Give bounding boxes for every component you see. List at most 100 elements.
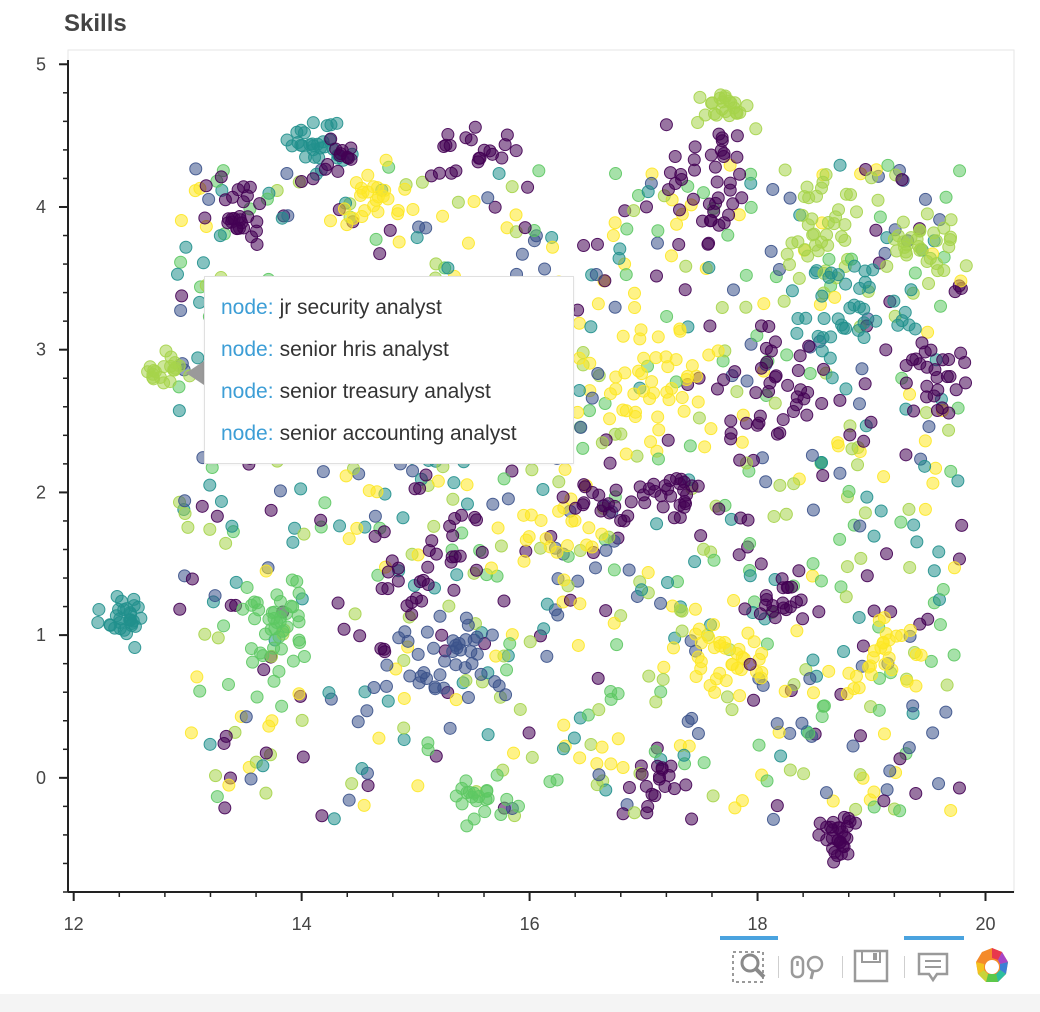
scatter-point bbox=[770, 799, 784, 813]
scatter-point bbox=[453, 549, 467, 563]
scatter-point bbox=[381, 582, 395, 596]
scatter-point bbox=[774, 749, 788, 763]
scatter-point bbox=[324, 132, 338, 146]
scatter-point bbox=[361, 185, 375, 199]
bokeh-logo-icon[interactable] bbox=[972, 946, 1012, 986]
scatter-point bbox=[730, 385, 744, 399]
scatter-point bbox=[331, 596, 345, 610]
save-icon[interactable] bbox=[852, 946, 892, 986]
scatter-point bbox=[954, 274, 968, 288]
scatter-point bbox=[918, 459, 932, 473]
scatter-point bbox=[639, 200, 653, 214]
scatter-point bbox=[214, 494, 228, 508]
scatter-point bbox=[441, 128, 455, 142]
scatter-point bbox=[431, 474, 445, 488]
hover-icon[interactable] bbox=[914, 946, 954, 986]
scatter-point bbox=[322, 686, 336, 700]
scatter-point bbox=[959, 376, 973, 390]
scatter-point bbox=[822, 664, 836, 678]
scatter-point bbox=[894, 515, 908, 529]
scatter-point bbox=[902, 502, 916, 516]
toolbar-separator bbox=[842, 956, 843, 978]
scatter-point bbox=[907, 518, 921, 532]
tooltip-key: node: bbox=[221, 422, 274, 445]
scatter-point bbox=[949, 383, 963, 397]
scatter-point bbox=[915, 336, 929, 350]
scatter-point bbox=[428, 682, 442, 696]
box-zoom-icon[interactable] bbox=[730, 946, 770, 986]
scatter-point bbox=[728, 365, 742, 379]
scatter-point bbox=[936, 583, 950, 597]
scatter-point bbox=[273, 615, 287, 629]
scatter-point bbox=[203, 522, 217, 536]
scatter-point bbox=[934, 299, 948, 313]
scatter-point bbox=[723, 176, 737, 190]
x-tick-label: 14 bbox=[292, 914, 312, 934]
scatter-point bbox=[573, 597, 587, 611]
scatter-point bbox=[639, 779, 653, 793]
wheel-zoom-icon[interactable] bbox=[788, 946, 828, 986]
scatter-point bbox=[210, 790, 224, 804]
scatter-point bbox=[647, 477, 661, 491]
scatter-point bbox=[837, 645, 851, 659]
scatter-point bbox=[391, 574, 405, 588]
scatter-point bbox=[577, 239, 591, 253]
scatter-point bbox=[815, 289, 829, 303]
scatter-point bbox=[866, 263, 880, 277]
scatter-point bbox=[805, 212, 819, 226]
scatter-point bbox=[128, 641, 142, 655]
scatter-point bbox=[785, 236, 799, 250]
scatter-point bbox=[893, 752, 907, 766]
scatter-point bbox=[847, 259, 861, 273]
scatter-point bbox=[867, 785, 881, 799]
scatter-point bbox=[838, 218, 852, 232]
scatter-point bbox=[726, 197, 740, 211]
scatter-point bbox=[955, 518, 969, 532]
scatter-point bbox=[323, 214, 337, 228]
scatter-point bbox=[760, 637, 774, 651]
scatter-point bbox=[595, 740, 609, 754]
scatter-point bbox=[450, 568, 464, 582]
scatter-point bbox=[611, 732, 625, 746]
scatter-point bbox=[455, 508, 469, 522]
scatter-point bbox=[370, 485, 384, 499]
scatter-point bbox=[576, 441, 590, 455]
scatter-point bbox=[627, 204, 641, 218]
tooltip-row: node: senior treasury analyst bbox=[221, 371, 557, 413]
scatter-point bbox=[543, 775, 557, 789]
scatter-point bbox=[683, 439, 697, 453]
scatter-point bbox=[822, 270, 836, 284]
tooltip-key: node: bbox=[221, 338, 274, 361]
scatter-point bbox=[560, 539, 574, 553]
scatter-point bbox=[345, 777, 359, 791]
scatter-point bbox=[900, 674, 914, 688]
scatter-point bbox=[432, 166, 446, 180]
scatter-point bbox=[843, 428, 857, 442]
scatter-point bbox=[190, 670, 204, 684]
scatter-point bbox=[918, 434, 932, 448]
scatter-point bbox=[817, 312, 831, 326]
scatter-point bbox=[257, 663, 271, 677]
scatter-point bbox=[733, 689, 747, 703]
scatter-point bbox=[550, 545, 564, 559]
scatter-point bbox=[710, 108, 724, 122]
scatter-point bbox=[913, 617, 927, 631]
scatter-point bbox=[619, 268, 633, 282]
scatter-point bbox=[331, 164, 345, 178]
scatter-point bbox=[867, 800, 881, 814]
scatter-point bbox=[657, 660, 671, 674]
scatter-point bbox=[800, 408, 814, 422]
scatter-point bbox=[863, 659, 877, 673]
scatter-point bbox=[732, 208, 746, 222]
scatter-point bbox=[603, 387, 617, 401]
scatter-point bbox=[708, 685, 722, 699]
scatter-point bbox=[712, 127, 726, 141]
scatter-point bbox=[536, 482, 550, 496]
scatter-point bbox=[315, 809, 329, 823]
scatter-point bbox=[753, 409, 767, 423]
scatter-point bbox=[854, 551, 868, 565]
scatter-point bbox=[436, 209, 450, 223]
scatter-point bbox=[595, 527, 609, 541]
scatter-point bbox=[862, 280, 876, 294]
